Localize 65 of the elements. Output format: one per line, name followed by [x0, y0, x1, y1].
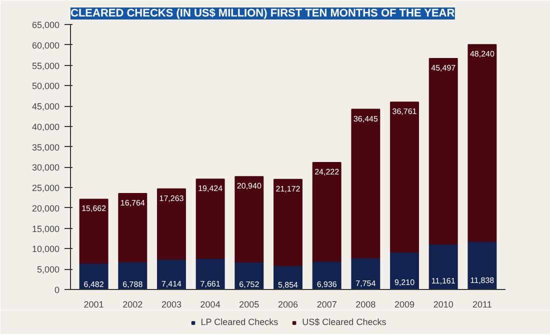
x-tick-label: 2002	[122, 300, 143, 310]
y-tick-label: 25,000	[32, 183, 60, 194]
bar	[274, 178, 302, 266]
bar	[428, 58, 458, 244]
y-tick-label: 60,000	[32, 40, 60, 50]
bar	[468, 240, 497, 290]
bar	[118, 192, 148, 262]
y-tick-label: 65,000	[32, 20, 60, 30]
bar	[157, 188, 186, 260]
data-label: 36,445	[353, 114, 378, 124]
bar	[468, 44, 497, 242]
data-label: 11,838	[470, 276, 495, 285]
bar	[390, 251, 419, 290]
y-tick-label: 5,000	[36, 264, 60, 275]
x-tick-label: 2009	[394, 300, 415, 310]
bar	[79, 198, 108, 264]
bar	[312, 162, 342, 262]
data-label: 15,662	[82, 204, 107, 214]
data-label: 6,752	[239, 280, 260, 289]
y-tick-label: 0	[54, 285, 60, 295]
bar	[428, 243, 458, 290]
data-label: 48,240	[470, 50, 495, 59]
data-label: 7,661	[200, 279, 221, 288]
x-tick-label: 2007	[316, 300, 337, 310]
bar	[390, 102, 419, 252]
data-label: 6,482	[84, 280, 104, 290]
x-tick-label: 2011	[472, 300, 492, 310]
data-label: 45,497	[431, 64, 456, 73]
x-tick-label: 2005	[239, 300, 260, 310]
data-label: 11,161	[431, 276, 456, 286]
data-label: 9,210	[394, 278, 416, 287]
data-label: 6,936	[316, 280, 338, 289]
data-label: 16,764	[120, 198, 146, 208]
bar	[351, 108, 380, 258]
x-tick-label: 2003	[161, 300, 182, 310]
y-tick-label: 35,000	[32, 142, 60, 152]
data-label: 19,424	[198, 184, 224, 194]
data-label: 17,263	[159, 194, 184, 203]
data-label: 21,172	[276, 184, 301, 194]
bar	[196, 178, 225, 259]
x-tick-label: 2008	[356, 300, 376, 310]
data-label: 5,854	[278, 280, 299, 290]
x-tick-label: 2001	[84, 300, 104, 310]
y-tick-label: 10,000	[32, 244, 60, 254]
legend-label: LP Cleared Checks	[200, 317, 278, 327]
x-tick-label: 2004	[200, 300, 220, 310]
data-label: 7,414	[161, 279, 182, 288]
bar	[234, 176, 264, 262]
data-label: 24,222	[314, 167, 340, 176]
y-tick-label: 30,000	[32, 162, 60, 173]
x-tick-label: 2006	[278, 300, 298, 310]
x-tick-label: 2010	[433, 300, 454, 310]
y-tick-label: 55,000	[32, 60, 60, 71]
chart-title: CLEARED CHECKS (IN US$ MILLION) FIRST TEN MONTHS OF THE YEAR	[70, 8, 455, 20]
y-tick-label: 50,000	[32, 81, 60, 92]
y-tick-label: 20,000	[32, 203, 60, 214]
data-label: 36,761	[392, 107, 418, 116]
bar	[351, 257, 380, 290]
y-tick-label: 15,000	[32, 224, 60, 234]
data-label: 6,788	[122, 280, 144, 289]
data-label: 20,940	[236, 182, 262, 191]
data-label: 7,754	[356, 279, 376, 288]
y-tick-label: 40,000	[32, 122, 60, 132]
y-tick-label: 45,000	[32, 102, 60, 112]
legend-label: US$ Cleared Checks	[302, 317, 386, 327]
